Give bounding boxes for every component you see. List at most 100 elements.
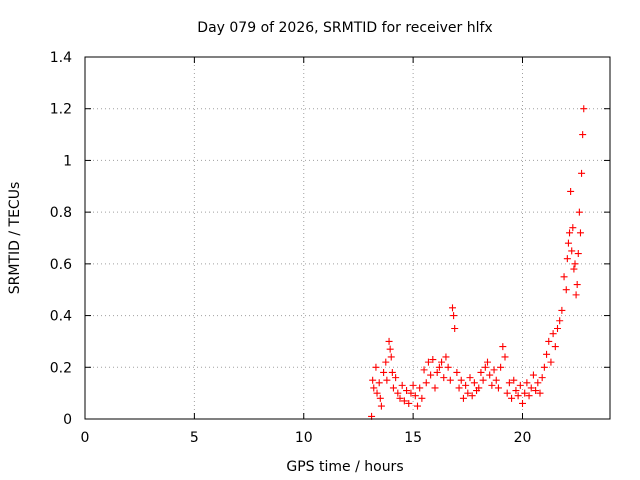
y-tick-label: 1.4 bbox=[50, 50, 72, 66]
y-tick-label: 0.8 bbox=[50, 205, 72, 221]
tick-labels: 0 5 10 15 20 0 0.2 0.4 0.6 0.8 1 1.2 1.4 bbox=[50, 50, 532, 446]
data-points bbox=[368, 105, 588, 420]
data-point bbox=[394, 389, 402, 397]
data-point bbox=[510, 376, 518, 384]
data-point bbox=[440, 374, 448, 382]
data-point bbox=[418, 394, 426, 402]
data-point bbox=[540, 363, 548, 371]
data-point bbox=[549, 330, 557, 338]
data-point bbox=[462, 381, 470, 389]
data-point bbox=[403, 387, 411, 395]
data-point bbox=[571, 260, 579, 268]
data-point bbox=[488, 381, 496, 389]
data-point bbox=[525, 392, 533, 400]
data-point bbox=[481, 363, 489, 371]
data-point bbox=[556, 317, 564, 325]
data-point bbox=[451, 325, 459, 332]
data-point bbox=[455, 384, 463, 392]
data-point bbox=[521, 389, 529, 397]
data-point bbox=[380, 368, 388, 376]
data-point bbox=[523, 379, 531, 387]
data-point bbox=[389, 384, 397, 392]
data-point bbox=[411, 392, 419, 400]
data-point bbox=[376, 394, 384, 402]
data-point bbox=[370, 384, 378, 392]
data-point bbox=[405, 399, 413, 407]
data-point bbox=[475, 384, 483, 392]
data-point bbox=[424, 358, 432, 366]
y-tick-label: 1.2 bbox=[50, 102, 72, 118]
data-point bbox=[369, 376, 377, 384]
data-point bbox=[438, 358, 446, 366]
plot-frame bbox=[84, 56, 611, 420]
data-point bbox=[457, 376, 465, 384]
data-point bbox=[501, 353, 509, 361]
y-tick-label: 1 bbox=[63, 153, 72, 169]
x-tick-label: 10 bbox=[295, 430, 313, 446]
y-tick-label: 0 bbox=[63, 412, 72, 428]
data-point bbox=[580, 105, 588, 113]
data-point bbox=[382, 358, 390, 366]
x-tick-label: 5 bbox=[190, 430, 199, 446]
data-point bbox=[398, 381, 406, 389]
data-point bbox=[579, 131, 587, 139]
data-point bbox=[450, 312, 458, 320]
data-point bbox=[567, 187, 575, 195]
data-point bbox=[486, 371, 494, 379]
data-point bbox=[554, 325, 561, 332]
data-point bbox=[547, 358, 555, 366]
data-point bbox=[420, 366, 428, 374]
data-point bbox=[519, 399, 526, 407]
data-point bbox=[532, 387, 540, 395]
y-tick-label: 0.4 bbox=[50, 309, 72, 325]
data-point bbox=[466, 374, 474, 382]
data-point bbox=[560, 273, 568, 281]
y-tick-label: 0.6 bbox=[50, 257, 72, 273]
data-point bbox=[568, 247, 576, 255]
data-point bbox=[377, 402, 385, 410]
data-point bbox=[468, 392, 476, 400]
data-point bbox=[422, 379, 430, 387]
data-point bbox=[545, 337, 553, 345]
data-point bbox=[573, 281, 581, 289]
data-point bbox=[414, 402, 421, 410]
data-point bbox=[490, 366, 498, 374]
data-point bbox=[388, 368, 396, 376]
data-point bbox=[575, 208, 583, 216]
data-point bbox=[497, 363, 505, 371]
data-point bbox=[494, 384, 502, 392]
data-point bbox=[375, 379, 383, 387]
data-point bbox=[558, 306, 566, 314]
data-point bbox=[578, 169, 586, 177]
data-point bbox=[514, 392, 522, 400]
data-point bbox=[372, 363, 380, 371]
data-point bbox=[564, 239, 572, 247]
data-point bbox=[503, 389, 511, 397]
data-point bbox=[442, 353, 450, 361]
data-point bbox=[562, 286, 570, 294]
data-point bbox=[536, 389, 544, 397]
data-point bbox=[563, 255, 571, 263]
data-point bbox=[551, 343, 559, 351]
x-tick-label: 0 bbox=[81, 430, 90, 446]
data-point bbox=[416, 384, 424, 392]
data-point bbox=[385, 337, 393, 345]
grid-lines bbox=[85, 57, 610, 419]
data-point bbox=[429, 356, 437, 364]
data-point bbox=[499, 343, 507, 351]
data-point bbox=[387, 353, 395, 361]
data-point bbox=[446, 376, 454, 384]
data-point bbox=[383, 376, 391, 384]
data-point bbox=[470, 379, 478, 387]
data-point bbox=[407, 389, 415, 397]
data-point bbox=[529, 371, 537, 379]
y-tick-label: 0.2 bbox=[50, 360, 72, 376]
data-point bbox=[570, 265, 578, 273]
data-point bbox=[512, 387, 520, 395]
data-point bbox=[453, 368, 461, 376]
data-point bbox=[400, 397, 408, 405]
data-point bbox=[459, 394, 467, 402]
data-point bbox=[433, 368, 441, 376]
